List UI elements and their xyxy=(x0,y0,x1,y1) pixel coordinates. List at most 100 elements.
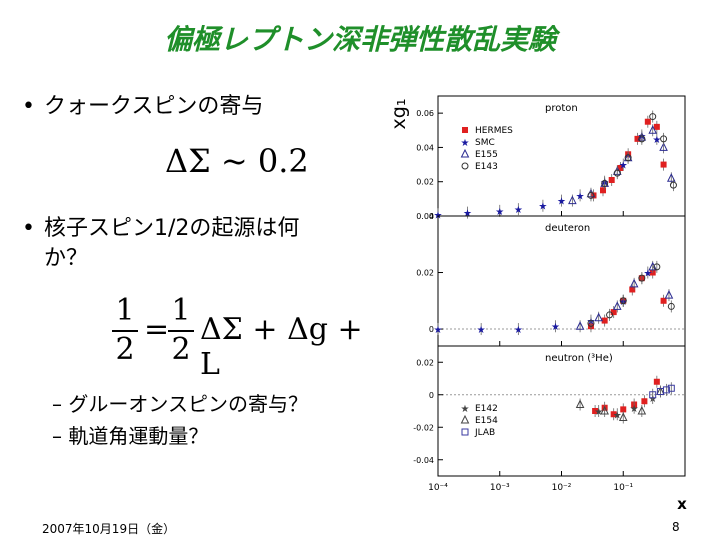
data-point xyxy=(587,319,595,327)
chart-panel-3: 0.02 0 -0.02 -0.04 neutron (³He) ★ E142 E154 JLA… xyxy=(413,345,686,477)
x-tick-label: 10⁻² xyxy=(552,483,572,493)
data-point xyxy=(600,187,607,194)
data-point xyxy=(601,317,608,324)
data-point xyxy=(638,274,646,282)
equals-sign: = xyxy=(144,312,170,347)
bullet-nucleon-spin: • 核子スピン1/2の起源は何 か？ xyxy=(22,214,299,274)
data-point xyxy=(460,414,470,424)
bullet-dot: • xyxy=(22,94,35,119)
data-point xyxy=(662,386,670,394)
x-tick-label: 10⁻¹ xyxy=(613,483,633,493)
data-point xyxy=(667,384,675,392)
data-point xyxy=(660,297,667,304)
data-point: ★ xyxy=(594,407,603,418)
data-point: ★ xyxy=(576,191,585,202)
data-point xyxy=(617,165,624,171)
series-smc: ★ ★ ★ ★★★★ xyxy=(434,266,652,336)
data-point: ★ xyxy=(514,205,523,216)
data-point xyxy=(653,123,660,130)
data-point xyxy=(653,378,660,385)
xg1-figure: xg₁ 0 0.02 0.04 0.06 proton HERMES ★ SMC E155 E143… xyxy=(388,95,687,513)
data-point: ★ xyxy=(434,325,443,336)
data-point: ★ xyxy=(630,404,639,415)
data-point xyxy=(575,321,585,330)
x-axis-label: x xyxy=(677,495,687,513)
data-point xyxy=(659,142,668,151)
y-tick-label: -0.02 xyxy=(413,423,434,432)
legend-entry: HERMES xyxy=(475,126,513,136)
bullet-dot: • xyxy=(22,216,35,241)
series-jlab xyxy=(649,382,675,401)
data-point: ★ xyxy=(652,135,661,146)
data-point xyxy=(620,406,627,413)
panel-label: neutron (³He) xyxy=(545,353,613,364)
page-number: 8 xyxy=(672,520,680,534)
frac1-den: 2 xyxy=(115,332,135,367)
data-point: ★ xyxy=(514,325,523,336)
bullet-text-line1: 核子スピン1/2の起源は何 xyxy=(44,216,300,241)
data-point xyxy=(462,127,468,133)
series-e155 xyxy=(575,260,674,333)
formula-rest: ΔΣ + Δg + L xyxy=(200,312,363,382)
data-point xyxy=(619,297,627,305)
series-e143 xyxy=(587,260,675,330)
data-point xyxy=(568,195,577,205)
slide-title: 偏極レプトン深非弾性散乱実験 xyxy=(163,23,556,56)
formula-delta-sigma: ΔΣ ~ 0.2 xyxy=(165,142,309,180)
data-point xyxy=(601,179,609,187)
data-point: ★ xyxy=(619,161,628,172)
x-tick-label: 10⁻³ xyxy=(490,483,510,493)
data-point xyxy=(653,263,661,271)
panel-label: proton xyxy=(545,103,578,114)
data-point: ★ xyxy=(477,325,486,336)
data-point xyxy=(664,290,674,299)
legend-entry: E142 xyxy=(475,404,498,414)
data-point xyxy=(660,135,668,143)
data-point xyxy=(592,408,599,414)
data-point xyxy=(461,428,469,436)
bullet-text-line2: か？ xyxy=(44,246,89,271)
y-tick-label: 0.02 xyxy=(416,358,434,367)
data-point xyxy=(644,118,651,125)
data-point xyxy=(648,261,658,271)
frac2-num: 1 xyxy=(171,293,191,328)
data-point xyxy=(629,278,639,288)
bullet-text: クォークスピンの寄与 xyxy=(44,94,264,119)
y-tick-label: 0.02 xyxy=(416,269,434,278)
data-point xyxy=(660,161,667,168)
data-point xyxy=(612,301,622,310)
data-point xyxy=(669,181,677,189)
legend-entry: E154 xyxy=(475,416,498,426)
data-point xyxy=(575,399,585,408)
y-tick-label: 0.02 xyxy=(416,178,434,187)
data-point xyxy=(610,411,617,418)
data-point xyxy=(667,302,675,310)
data-point: ★ xyxy=(643,269,652,280)
sub-bullet-orbital: – 軌道角運動量？ xyxy=(52,424,209,448)
legend-entry: SMC xyxy=(475,138,495,148)
y-tick-label: 0 xyxy=(429,212,434,221)
bullet-quark-spin: • クォークスピンの寄与 xyxy=(22,92,263,122)
y-tick-label: 0.04 xyxy=(416,212,434,221)
legend-entry: JLAB xyxy=(474,428,495,438)
chart-panel-1: 0 0.02 0.04 0.06 proton HERMES ★ SMC E155 E143 ★ ★ ★… xyxy=(416,95,686,221)
frac1-bar xyxy=(112,330,138,332)
data-point xyxy=(629,286,636,293)
data-point: ★ xyxy=(461,138,470,149)
frac1-num: 1 xyxy=(115,293,135,328)
y-tick-label: 0.04 xyxy=(416,143,434,152)
data-point xyxy=(649,113,657,121)
y-tick-label: 0 xyxy=(429,325,434,334)
y-axis-label: xg₁ xyxy=(388,99,410,130)
data-point xyxy=(608,177,615,183)
frac2-den: 2 xyxy=(171,332,191,367)
data-point xyxy=(594,312,603,322)
data-point xyxy=(460,148,470,158)
frac2-bar xyxy=(168,330,194,332)
panel-label: deuteron xyxy=(545,223,590,234)
data-point: ★ xyxy=(557,197,566,208)
data-point xyxy=(587,191,595,199)
sub-bullet-gluon: – グルーオンスピンの寄与？ xyxy=(52,392,308,416)
legend-entry: E155 xyxy=(475,150,498,160)
x-tick-label: 10⁻⁴ xyxy=(428,483,448,493)
